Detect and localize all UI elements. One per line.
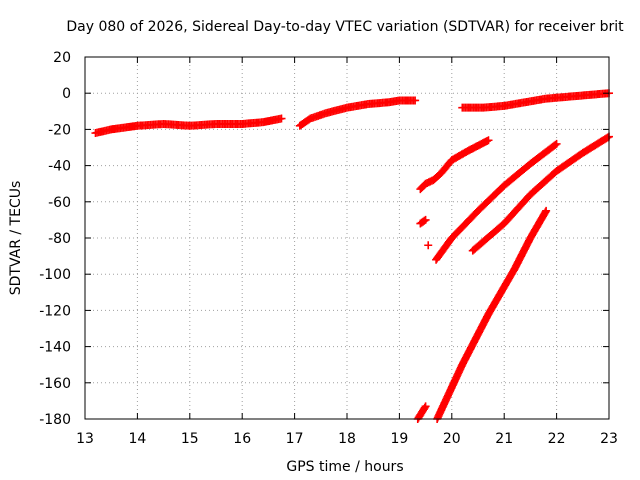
x-tick-label: 13	[76, 431, 94, 447]
x-tick-label: 18	[338, 431, 356, 447]
data-point	[424, 241, 433, 250]
series-arc-9	[433, 206, 551, 423]
y-tick-label: -160	[39, 376, 71, 392]
y-tick-label: -180	[39, 412, 71, 428]
data-point	[420, 403, 429, 412]
data-point	[421, 402, 430, 411]
series-arc-4	[416, 136, 493, 194]
y-axis-title: SDTVAR / TECUs	[8, 181, 24, 296]
data-point	[277, 114, 286, 123]
x-tick-label: 19	[390, 431, 408, 447]
x-tick-label: 17	[286, 431, 304, 447]
x-tick-labels: 13 14 15 16 17 18 19 20 21 22 23	[76, 431, 618, 447]
y-tick-label: -60	[48, 195, 71, 211]
x-tick-label: 23	[600, 431, 618, 447]
y-tick-label: -20	[48, 122, 71, 138]
data-point	[542, 206, 551, 215]
data-series	[91, 89, 613, 423]
y-tick-label: 20	[53, 50, 71, 66]
y-tick-labels: -180 -160 -140 -120 -100 -80 -60 -40 -20 0 20	[39, 50, 71, 428]
data-point	[421, 215, 430, 224]
y-tick-label: -120	[39, 303, 71, 319]
series-arc-3	[458, 89, 613, 112]
x-tick-label: 21	[495, 431, 513, 447]
chart-title: Day 080 of 2026, Sidereal Day-to-day VTE…	[66, 19, 624, 35]
axis-ticks	[84, 56, 610, 420]
data-point	[603, 133, 612, 142]
series-arc-7	[432, 139, 561, 264]
x-tick-label: 20	[443, 431, 461, 447]
series-arc-10	[413, 402, 430, 423]
data-point	[552, 139, 561, 148]
series-arc-6	[424, 241, 433, 250]
data-point	[484, 136, 493, 145]
series-arc-8	[468, 132, 613, 255]
x-tick-label: 14	[128, 431, 146, 447]
y-tick-label: -40	[48, 159, 71, 175]
y-tick-label: 0	[62, 86, 71, 102]
data-point	[551, 140, 560, 149]
x-axis-title: GPS time / hours	[286, 459, 403, 475]
x-tick-label: 16	[233, 431, 251, 447]
x-tick-label: 22	[548, 431, 566, 447]
x-tick-label: 15	[181, 431, 199, 447]
y-tick-label: -80	[48, 231, 71, 247]
data-point	[420, 216, 429, 225]
data-point	[411, 96, 420, 105]
series-arc-2	[295, 96, 420, 130]
y-tick-label: -140	[39, 340, 71, 356]
y-tick-label: -100	[39, 267, 71, 283]
series-arc-5	[416, 215, 430, 228]
series-arc-1	[91, 114, 286, 138]
